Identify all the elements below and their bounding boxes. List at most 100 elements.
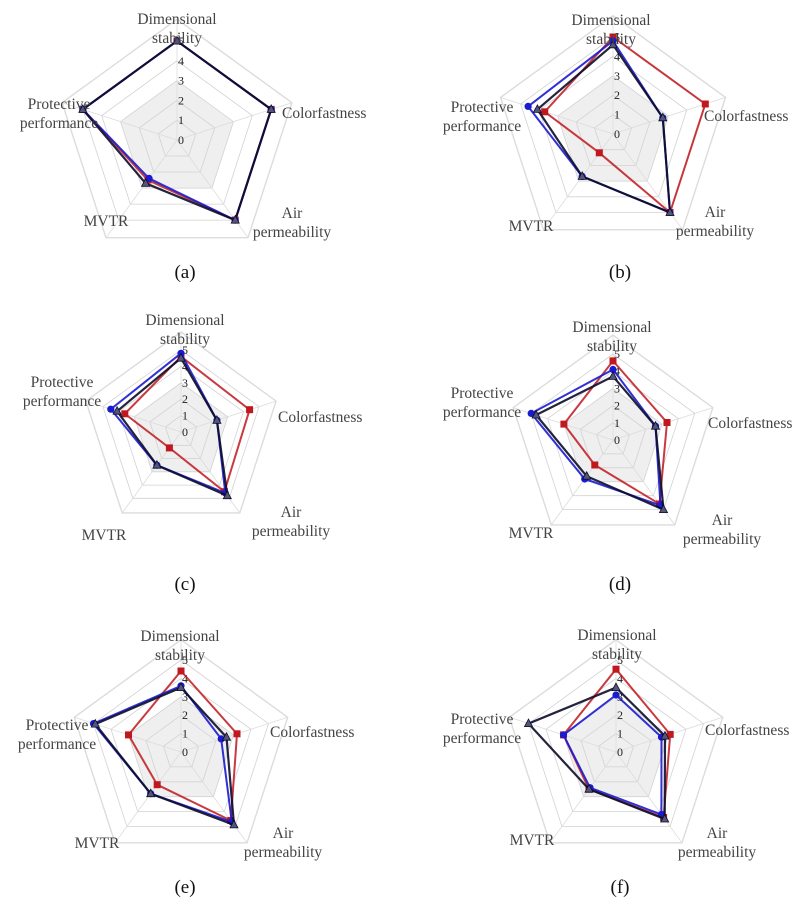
series-red-marker [165, 444, 173, 452]
tick-label-2: 2 [182, 708, 188, 722]
axis-label-dimensional-stability: Dimensional stability [571, 12, 650, 48]
series-black-marker [658, 504, 669, 513]
series-black-marker [172, 35, 182, 45]
tick-label-5: 5 [617, 653, 623, 667]
grid-ring-1 [164, 415, 198, 446]
series-red-marker [612, 665, 620, 673]
panel-caption: (a) [174, 262, 195, 283]
tick-label-2: 2 [178, 93, 184, 107]
series-black-marker [611, 682, 621, 691]
axis-label-dimensional-stability: Dimensional stability [577, 627, 656, 663]
grid-ring-1 [596, 422, 630, 455]
series-black-marker [266, 104, 276, 113]
series-red-marker [177, 667, 185, 675]
axis-label-protective-performance: Protective performance [443, 99, 521, 135]
series-black-line [526, 686, 667, 821]
series-black-line [81, 39, 273, 222]
outer-frame-ring [512, 334, 714, 526]
axis-label-dimensional-stability: Dimensional stability [572, 319, 651, 355]
axis-label-air-permeability: Air permeability [678, 825, 757, 861]
tick-label-2: 2 [182, 392, 188, 406]
tick-label-3: 3 [617, 690, 623, 704]
tick-label-1: 1 [617, 727, 623, 741]
tick-label-1: 1 [182, 409, 188, 423]
axis-spoke [612, 407, 713, 441]
series-red-marker [666, 730, 674, 738]
panel-caption: (f) [611, 877, 630, 898]
tick-label-5: 5 [182, 343, 188, 357]
series-black-marker [230, 214, 240, 224]
series-blue-marker [524, 102, 532, 110]
axis-label-colorfastness: Colorfastness [704, 108, 788, 125]
outer-frame-ring [499, 14, 727, 231]
grid-ring-3 [557, 75, 669, 182]
axis-label-air-permeability: Air permeability [252, 504, 331, 540]
grid-ring-2 [149, 398, 213, 459]
axis-label-colorfastness: Colorfastness [705, 722, 789, 739]
series-blue-marker [612, 691, 620, 699]
panel-caption: (d) [609, 574, 631, 595]
panel-caption: (e) [174, 877, 195, 898]
grid-ring-1 [598, 733, 634, 768]
grid-ring-2 [580, 714, 652, 783]
series-blue-marker [559, 731, 568, 739]
series-black-marker [112, 405, 122, 415]
tick-label-1: 1 [182, 727, 188, 741]
series-black-marker [221, 731, 232, 741]
series-red-marker [125, 731, 132, 739]
series-black-marker [176, 682, 186, 691]
series-red-line [123, 355, 251, 494]
series-black-marker [78, 104, 88, 113]
axis-label-dimensional-stability: Dimensional stability [140, 628, 219, 664]
grid-ring-4 [101, 60, 253, 205]
grid-ring-5 [93, 659, 269, 827]
series-blue-marker [145, 174, 153, 182]
tick-label-0: 0 [614, 433, 620, 447]
series-blue-marker [217, 735, 225, 743]
axis-label-air-permeability: Air permeability [683, 512, 762, 548]
series-black-marker [229, 819, 239, 829]
grid-ring-1 [157, 119, 197, 157]
axis-spoke [500, 97, 614, 135]
axis-spoke [615, 751, 683, 844]
axis-spoke [550, 439, 614, 526]
tick-label-3: 3 [614, 381, 620, 395]
tick-label-5: 5 [182, 653, 188, 667]
axis-label-protective-performance: Protective performance [23, 374, 101, 410]
tick-label-4: 4 [614, 364, 620, 378]
outer-frame-ring [508, 638, 724, 844]
series-black-marker [212, 414, 222, 424]
series-black-line [93, 686, 236, 827]
series-black-marker [660, 813, 670, 823]
grid-ring-5 [530, 353, 696, 511]
panel-caption: (c) [174, 574, 195, 595]
grid-ring-1 [163, 733, 199, 768]
panel-caption: (b) [609, 262, 631, 283]
tick-label-2: 2 [614, 399, 620, 413]
tick-label-1: 1 [614, 416, 620, 430]
series-black-line [534, 375, 665, 512]
series-black-line [535, 43, 672, 215]
axis-label-air-permeability: Air permeability [253, 205, 332, 241]
axis-label-colorfastness: Colorfastness [270, 724, 354, 741]
series-red-line [127, 669, 239, 823]
series-black-marker [152, 459, 162, 469]
grid-ring-2 [579, 405, 647, 469]
grid-ring-4 [545, 677, 687, 812]
grid-ring-3 [563, 387, 663, 483]
series-blue-marker [609, 365, 617, 374]
axis-label-colorfastness: Colorfastness [708, 415, 792, 432]
tick-label-0: 0 [182, 425, 188, 439]
grid-ring-1 [594, 114, 632, 151]
series-black-marker [176, 352, 186, 362]
grid-ring-5 [528, 659, 704, 827]
tick-label-2: 2 [614, 88, 620, 102]
axis-label-mvtr: MVTR [510, 832, 555, 849]
series-red-marker [663, 419, 671, 426]
axis-label-colorfastness: Colorfastness [282, 105, 366, 122]
axis-label-dimensional-stability: Dimensional stability [145, 312, 224, 348]
axis-label-air-permeability: Air permeability [676, 204, 755, 240]
